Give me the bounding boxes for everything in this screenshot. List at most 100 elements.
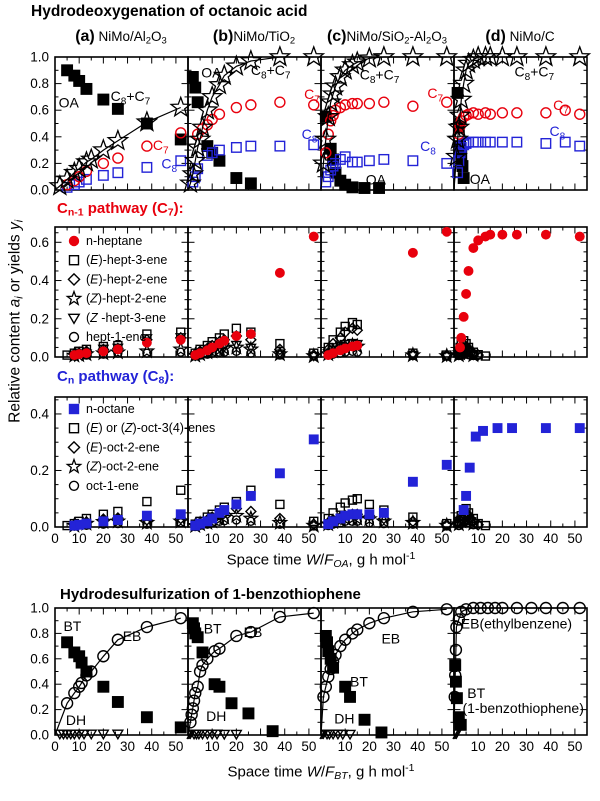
series-n-heptane	[323, 226, 452, 361]
svg-text:30: 30	[253, 739, 268, 754]
section-title-c7-pathway: Cn-1 pathway (C7):	[57, 200, 184, 219]
annotation: C8+C7	[514, 63, 554, 83]
series-C8+C7	[311, 44, 459, 191]
svg-text:50: 50	[301, 739, 316, 754]
svg-text:(E) or (Z)-oct-3(4)-enes: (E) or (Z)-oct-3(4)-enes	[86, 421, 215, 435]
series-BT	[186, 617, 279, 738]
series-EB	[448, 601, 586, 736]
legend-c7-pathway: n-heptane (E)-hept-3-ene (E)-hept-2-ene (Z)…	[65, 234, 167, 344]
svg-text:30: 30	[519, 739, 534, 754]
svg-text:50: 50	[434, 531, 449, 546]
svg-text:0.0: 0.0	[30, 350, 49, 365]
x-axis-label-hdo: Space time W/FOA, g h mol-1	[226, 550, 416, 570]
svg-text:0.0: 0.0	[30, 520, 49, 535]
series-n-octane	[69, 509, 186, 531]
x-tick-labels: 0 10 20 30 40 50	[51, 739, 183, 754]
row-c8-pathway-panel-d: 10 20 30 40 50	[450, 396, 588, 546]
svg-text:10: 10	[471, 531, 486, 546]
annotation: OA	[59, 95, 80, 111]
svg-text:30: 30	[386, 531, 401, 546]
y-tick-labels: 0.0 0.2 0.4	[30, 406, 49, 534]
svg-text:0.6: 0.6	[30, 651, 49, 666]
svg-text:10: 10	[72, 739, 87, 754]
panel-c-tag: (c)	[326, 28, 347, 45]
annotation: C8	[550, 123, 566, 143]
svg-text:hept-1-ene: hept-1-ene	[86, 330, 147, 344]
svg-text:20: 20	[362, 739, 377, 754]
series-n-heptane	[190, 231, 319, 361]
annotation: OA	[201, 65, 222, 81]
annotation: BT	[467, 685, 485, 701]
svg-text:30: 30	[253, 531, 268, 546]
series-DH-markers	[187, 729, 243, 741]
series-DH-markers	[320, 729, 357, 741]
row-hdo-yields-panel-d: C8+C7 C7 C8 OA	[444, 44, 592, 191]
svg-text:30: 30	[120, 531, 135, 546]
svg-text:40: 40	[277, 531, 292, 546]
svg-text:20: 20	[96, 739, 111, 754]
ticks	[454, 227, 587, 357]
panel-c-header: (c)NiMo/SiO2-Al2O3	[327, 28, 447, 46]
svg-text:10: 10	[72, 531, 87, 546]
svg-text:50: 50	[168, 531, 183, 546]
y-tick-labels: 0.0 0.2 0.4 0.6 0.8 1.0	[30, 50, 49, 198]
x-tick-labels: 10 20 30 40 50	[205, 739, 317, 754]
series-C8	[452, 136, 586, 179]
series-C8	[320, 151, 453, 188]
section-title-c8-pathway: Cn pathway (C8):	[57, 368, 175, 387]
annotation: BT	[63, 618, 81, 634]
svg-text:0.4: 0.4	[30, 129, 49, 144]
legend-c8-pathway: n-octane (E) or (Z)-oct-3(4)-enes (E)-oct-…	[65, 402, 215, 493]
annotation: DH	[334, 711, 354, 727]
row-c8-pathway-panel-c: 10 20 30 40 50	[319, 396, 456, 546]
row-c7-pathway-panel-a: 0.0 0.2 0.4 0.6 n-heptane (E)-hept-3-ene (E)-h…	[30, 226, 190, 365]
svg-text:0.4: 0.4	[30, 406, 49, 421]
series-n-heptane	[69, 334, 186, 361]
annotation: C8	[420, 138, 436, 158]
x-tick-labels: 10 20 30 40 50	[471, 739, 583, 754]
x-tick-labels: 10 20 30 40 50	[338, 531, 450, 546]
svg-text:0.0: 0.0	[30, 183, 49, 198]
annotation: OA	[366, 172, 387, 188]
svg-text:20: 20	[362, 531, 377, 546]
panel-b-header: (b)NiMo/TiO2	[213, 28, 295, 46]
section-title-hds: Hydrodesulfurization of 1-benzothiophene	[60, 586, 361, 603]
svg-text:0.6: 0.6	[30, 103, 49, 118]
svg-text:20: 20	[229, 531, 244, 546]
svg-text:0: 0	[51, 739, 59, 754]
ticks	[454, 397, 587, 527]
series-DH	[452, 729, 462, 740]
svg-text:0: 0	[51, 531, 59, 546]
panel-a-catalyst: NiMo/Al2O3	[94, 29, 167, 47]
annotation: C8+C7	[111, 88, 151, 108]
annotation: C7	[553, 97, 569, 117]
svg-text:0.2: 0.2	[30, 702, 49, 717]
row-c7-pathway: 0.0 0.2 0.4 0.6 n-heptane (E)-hept-3-ene (E)-h…	[30, 226, 588, 365]
annotation: C8	[161, 156, 177, 176]
panel-d-catalyst: NiMo/C	[505, 29, 555, 44]
series-C8+C7	[178, 44, 326, 194]
series-EB	[54, 611, 187, 736]
panel-a-header: (a) NiMo/Al2O3	[75, 28, 167, 46]
row-hds: 0.0 0.2 0.4 0.6 0.8 1.0 0 10 20 30 40 50 BT EB DH 10 20 3…	[30, 601, 588, 754]
y-tick-labels: 0.0 0.2 0.4 0.6 0.8 1.0	[30, 601, 49, 743]
series-C8+C7	[444, 44, 592, 191]
svg-text:10: 10	[471, 739, 486, 754]
series-OA	[61, 64, 187, 146]
annotation: C7	[304, 86, 320, 106]
svg-text:10: 10	[338, 531, 353, 546]
annotation: BT	[350, 674, 368, 690]
svg-text:30: 30	[519, 531, 534, 546]
svg-text:0.6: 0.6	[30, 235, 49, 250]
y-axis-label: Relative content ai or yields yi	[6, 219, 26, 423]
annotation: EB	[381, 631, 400, 647]
svg-text:(E)-oct-2-ene: (E)-oct-2-ene	[86, 440, 160, 454]
row-hdo-yields-panel-c: C8+C7 C7 C8 OA	[311, 44, 459, 194]
svg-text:20: 20	[96, 531, 111, 546]
series-EB	[317, 603, 453, 736]
annotation: EB(ethylbenzene)	[461, 615, 572, 631]
svg-text:40: 40	[543, 739, 558, 754]
annotation: EB	[244, 624, 263, 640]
svg-text:(Z -hept-3-ene: (Z -hept-3-ene	[86, 311, 166, 325]
series-oct-1-ene	[454, 516, 479, 531]
